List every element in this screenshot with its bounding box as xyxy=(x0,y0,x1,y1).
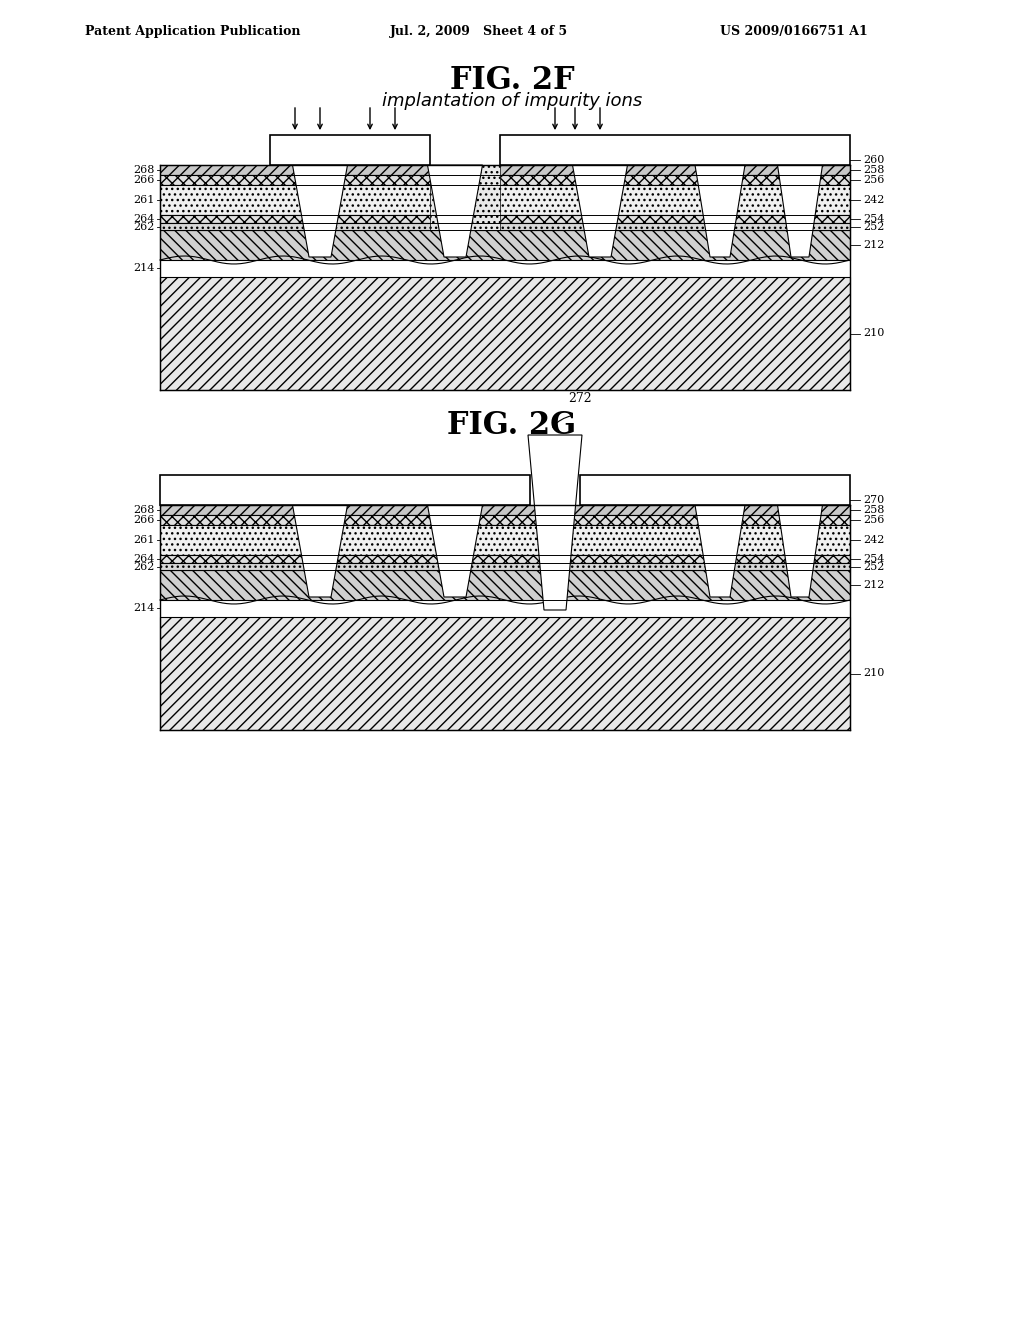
Polygon shape xyxy=(777,165,822,257)
Bar xyxy=(160,165,850,176)
Text: 210: 210 xyxy=(863,329,885,338)
Bar xyxy=(160,223,850,230)
Text: 242: 242 xyxy=(863,535,885,545)
Text: 254: 254 xyxy=(863,554,885,564)
Bar xyxy=(160,564,850,570)
Polygon shape xyxy=(293,165,347,257)
Text: FIG. 2F: FIG. 2F xyxy=(450,65,574,96)
Bar xyxy=(160,230,850,260)
Bar xyxy=(160,515,850,525)
Text: 258: 258 xyxy=(863,165,885,176)
Bar xyxy=(580,475,850,506)
Text: 214: 214 xyxy=(133,603,155,612)
Text: 264: 264 xyxy=(133,554,155,564)
Text: 256: 256 xyxy=(863,176,885,185)
Text: 262: 262 xyxy=(133,222,155,231)
Text: US 2009/0166751 A1: US 2009/0166751 A1 xyxy=(720,25,867,38)
Text: 268: 268 xyxy=(133,506,155,515)
Text: 214: 214 xyxy=(133,263,155,273)
Text: 272: 272 xyxy=(568,392,592,405)
Text: 242: 242 xyxy=(863,195,885,205)
Bar xyxy=(430,165,500,230)
Bar xyxy=(160,616,850,730)
Bar xyxy=(160,185,850,215)
Text: 252: 252 xyxy=(863,222,885,231)
Polygon shape xyxy=(427,165,482,257)
Text: 270: 270 xyxy=(863,495,885,506)
Bar xyxy=(160,475,530,506)
Text: 261: 261 xyxy=(133,535,155,545)
Bar xyxy=(160,176,850,185)
Text: Patent Application Publication: Patent Application Publication xyxy=(85,25,300,38)
Polygon shape xyxy=(427,506,482,597)
Bar xyxy=(160,525,850,554)
Text: Jul. 2, 2009   Sheet 4 of 5: Jul. 2, 2009 Sheet 4 of 5 xyxy=(390,25,568,38)
Text: 264: 264 xyxy=(133,214,155,224)
Polygon shape xyxy=(293,506,347,597)
Text: 212: 212 xyxy=(863,579,885,590)
Bar xyxy=(160,215,850,223)
Polygon shape xyxy=(695,165,745,257)
Bar xyxy=(160,554,850,564)
Text: 260: 260 xyxy=(863,154,885,165)
Text: 261: 261 xyxy=(133,195,155,205)
Text: 262: 262 xyxy=(133,561,155,572)
Text: 256: 256 xyxy=(863,515,885,525)
Bar xyxy=(160,277,850,389)
Bar xyxy=(270,135,430,165)
Polygon shape xyxy=(572,165,628,257)
Bar xyxy=(160,506,850,515)
Text: 266: 266 xyxy=(133,515,155,525)
Text: implantation of impurity ions: implantation of impurity ions xyxy=(382,92,642,110)
Bar xyxy=(160,570,850,601)
Text: 268: 268 xyxy=(133,165,155,176)
Text: 254: 254 xyxy=(863,214,885,224)
Polygon shape xyxy=(528,436,582,610)
Bar xyxy=(500,135,850,165)
Text: FIG. 2G: FIG. 2G xyxy=(447,411,577,441)
Text: 252: 252 xyxy=(863,561,885,572)
Polygon shape xyxy=(777,506,822,597)
Text: 266: 266 xyxy=(133,176,155,185)
Text: 212: 212 xyxy=(863,240,885,249)
Text: 210: 210 xyxy=(863,668,885,678)
Text: 258: 258 xyxy=(863,506,885,515)
Polygon shape xyxy=(695,506,745,597)
